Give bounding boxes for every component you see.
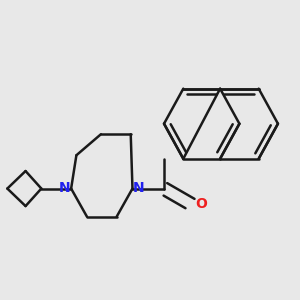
Text: N: N	[58, 181, 70, 195]
Text: N: N	[133, 181, 145, 195]
Text: O: O	[195, 197, 207, 211]
